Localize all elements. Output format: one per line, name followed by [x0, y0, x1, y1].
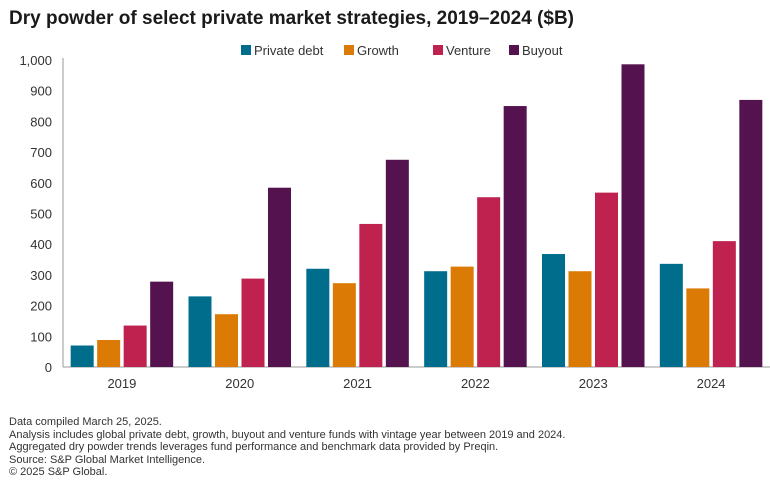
chart-title: Dry powder of select private market stra… [9, 8, 574, 29]
bar-growth-2024 [686, 288, 710, 367]
y-tick-label: 800 [30, 114, 52, 129]
bar-buyout-2019 [150, 281, 174, 367]
x-tick-label: 2023 [579, 376, 608, 391]
bar-buyout-2023 [621, 64, 645, 367]
footnote-source: Source: S&P Global Market Intelligence. [9, 453, 206, 466]
y-tick-label: 900 [30, 84, 52, 99]
bar-growth-2023 [568, 271, 592, 367]
x-tick-label: 2019 [107, 376, 136, 391]
legend-label: Private debt [254, 43, 324, 58]
footnote-copyright: © 2025 S&P Global. [9, 466, 108, 479]
bar-buyout-2020 [268, 187, 291, 367]
legend-label: Buyout [522, 43, 563, 58]
bar-private-debt-2021 [306, 268, 330, 367]
legend-swatch-private-debt [241, 45, 251, 55]
bar-private-debt-2020 [188, 296, 212, 367]
bar-venture-2022 [477, 197, 501, 367]
y-tick-label: 400 [30, 237, 52, 252]
bar-growth-2020 [215, 314, 238, 367]
y-tick-label: 500 [30, 207, 52, 222]
footnotes: Data compiled March 25, 2025. Analysis i… [9, 416, 565, 479]
legend-label: Venture [446, 43, 491, 58]
bar-growth-2022 [450, 266, 474, 367]
legend-swatch-growth [344, 45, 354, 55]
bar-buyout-2022 [503, 106, 527, 368]
x-tick-label: 2022 [461, 376, 490, 391]
y-tick-label: 600 [30, 176, 52, 191]
y-tick-label: 100 [30, 329, 52, 344]
bar-venture-2020 [241, 278, 265, 367]
legend-swatch-buyout [509, 45, 519, 55]
bar-private-debt-2019 [70, 345, 94, 367]
bar-private-debt-2024 [659, 263, 683, 367]
y-tick-label: 1,000 [19, 53, 52, 68]
bar-growth-2021 [332, 283, 356, 367]
bar-venture-2019 [123, 325, 147, 367]
bar-private-debt-2022 [424, 271, 448, 367]
legend-label: Growth [357, 43, 399, 58]
y-tick-label: 200 [30, 299, 52, 314]
bar-buyout-2024 [739, 99, 763, 367]
bar-private-debt-2023 [542, 254, 565, 367]
bar-venture-2024 [712, 241, 736, 367]
x-tick-label: 2020 [225, 376, 254, 391]
x-tick-label: 2024 [697, 376, 726, 391]
x-tick-label: 2021 [343, 376, 372, 391]
bar-chart: 0 100 200 300 400 500 600 700 800 900 1,000 2019 202… [19, 43, 770, 391]
bar-venture-2023 [595, 192, 618, 367]
legend-swatch-venture [433, 45, 443, 55]
bar-growth-2019 [97, 339, 121, 367]
bar-venture-2021 [359, 223, 383, 367]
y-tick-label: 0 [45, 360, 52, 375]
bar-buyout-2021 [385, 159, 409, 367]
footnote-methodology: Aggregated dry powder trends leverages f… [9, 441, 499, 454]
footnote-scope: Analysis includes global private debt, g… [9, 428, 566, 441]
y-tick-label: 300 [30, 268, 52, 283]
y-tick-label: 700 [30, 145, 52, 160]
footnote-date: Data compiled March 25, 2025. [9, 416, 162, 428]
